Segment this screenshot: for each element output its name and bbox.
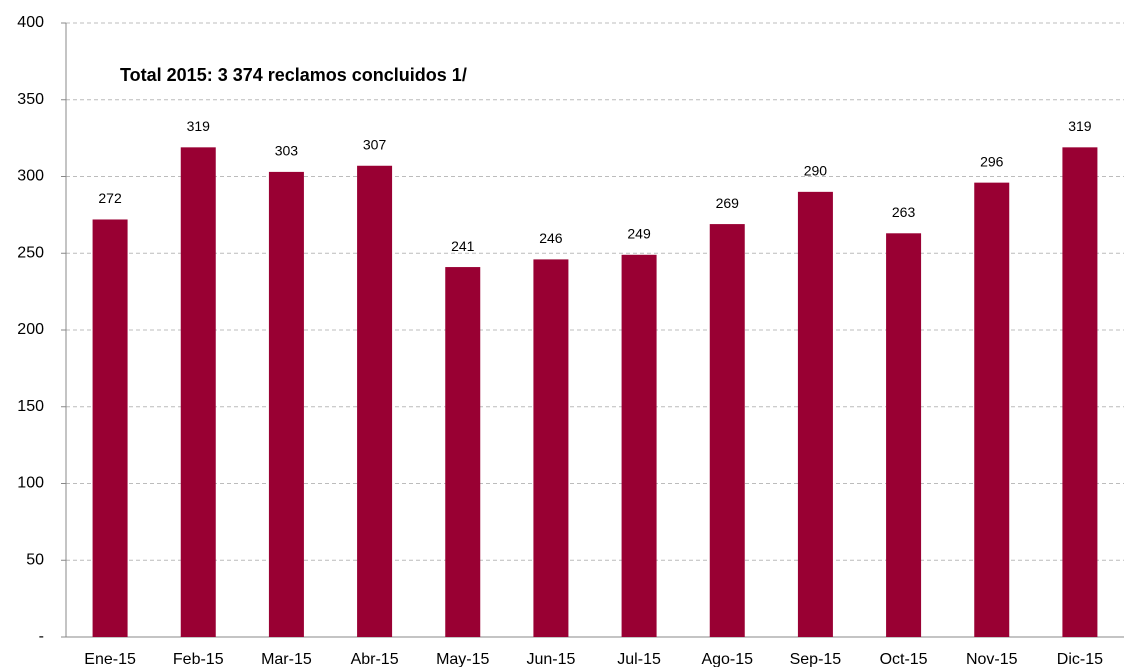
bar — [797, 191, 833, 637]
x-tick-label: Nov-15 — [966, 651, 1018, 667]
x-tick-label: Ene-15 — [84, 651, 136, 667]
value-label: 263 — [892, 204, 916, 220]
value-label: 246 — [539, 230, 563, 246]
x-tick-label: Dic-15 — [1057, 651, 1103, 667]
bar — [533, 259, 569, 637]
y-tick-label: - — [39, 628, 44, 645]
bar — [886, 233, 922, 638]
value-label: 269 — [716, 195, 740, 211]
x-tick-label: Feb-15 — [173, 651, 224, 667]
value-label: 296 — [980, 153, 1004, 169]
value-label: 249 — [627, 225, 651, 241]
value-label: 303 — [275, 143, 299, 159]
x-tick-label: Mar-15 — [261, 651, 312, 667]
y-tick-label: 150 — [17, 398, 44, 415]
value-label: 307 — [363, 136, 387, 152]
x-tick-label: Sep-15 — [790, 651, 842, 667]
y-tick-label: 200 — [17, 321, 44, 338]
bar — [180, 147, 216, 637]
bar — [1062, 147, 1098, 637]
value-label: 319 — [1068, 118, 1092, 134]
bar — [445, 267, 481, 637]
y-tick-label: 300 — [17, 168, 44, 185]
y-tick-label: 50 — [26, 551, 44, 568]
bar — [974, 182, 1010, 637]
y-tick-label: 100 — [17, 475, 44, 492]
bar — [621, 254, 657, 637]
value-label: 272 — [98, 190, 122, 206]
bar — [357, 165, 393, 637]
x-tick-label: Jul-15 — [617, 651, 661, 667]
bar — [268, 171, 304, 637]
bar — [92, 219, 128, 638]
x-tick-label: May-15 — [436, 651, 489, 667]
value-label: 290 — [804, 163, 828, 179]
y-tick-label: 250 — [17, 244, 44, 261]
x-tick-label: Abr-15 — [351, 651, 399, 667]
value-label: 241 — [451, 238, 475, 254]
bar — [709, 224, 745, 637]
annotation: Total 2015: 3 374 reclamos concluidos 1/ — [120, 65, 467, 85]
y-tick-label: 400 — [17, 14, 44, 31]
x-tick-label: Oct-15 — [880, 651, 928, 667]
x-tick-label: Ago-15 — [701, 651, 753, 667]
x-tick-label: Jun-15 — [526, 651, 575, 667]
y-tick-label: 350 — [17, 91, 44, 108]
value-label: 319 — [187, 118, 211, 134]
